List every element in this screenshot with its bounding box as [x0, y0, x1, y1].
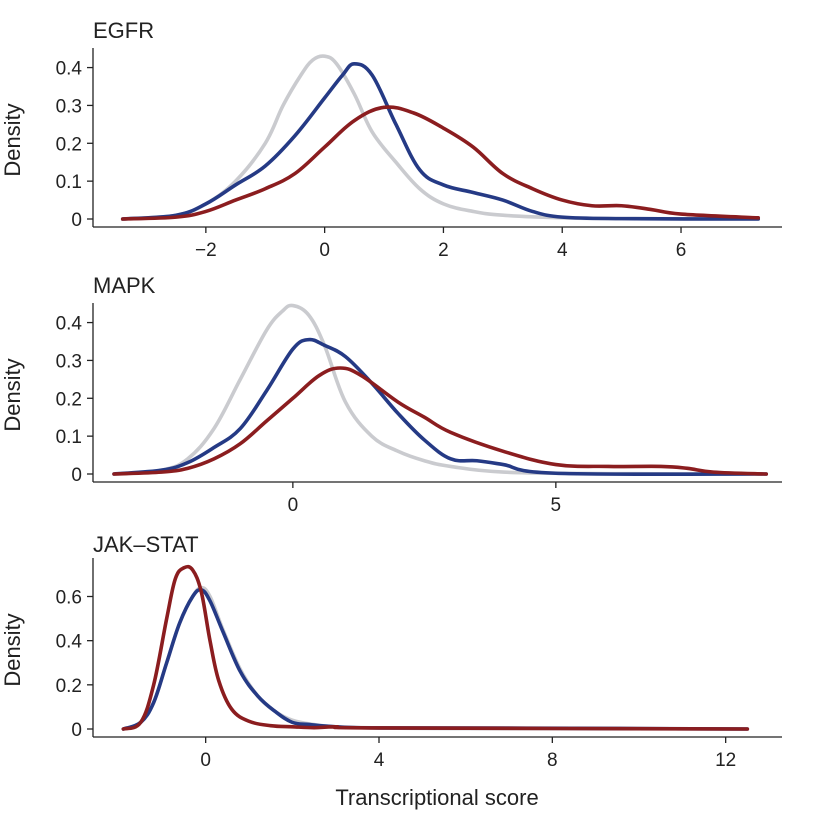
x-tick-label-jak-stat: 0 — [200, 750, 211, 771]
density-curve-blue-egfr — [123, 64, 759, 219]
y-tick-label-egfr: 0.1 — [56, 172, 82, 193]
density-curve-grey-jak-stat — [123, 588, 747, 729]
y-tick-label-egfr: 0.2 — [56, 134, 82, 155]
density-chart-svg: EGFR Density MAPK Density JAK–STAT Densi… — [0, 0, 815, 813]
y-axis-title-egfr: Density — [0, 103, 25, 176]
x-tick-label-jak-stat: 8 — [547, 750, 558, 771]
density-curve-red-jak-stat — [123, 567, 747, 729]
density-curve-red-mapk — [114, 368, 766, 474]
x-tick-label-jak-stat: 4 — [374, 750, 385, 771]
density-curve-blue-mapk — [114, 340, 766, 475]
x-tick-label-mapk: 5 — [551, 495, 562, 516]
y-tick-label-egfr: 0 — [71, 210, 82, 231]
y-tick-label-jak-stat: 0.6 — [56, 588, 82, 609]
x-tick-label-egfr: 4 — [557, 240, 568, 261]
panel-title-egfr: EGFR — [93, 18, 154, 43]
x-tick-label-mapk: 0 — [288, 495, 299, 516]
y-tick-label-mapk: 0.2 — [56, 389, 82, 410]
plot-area-egfr: 0 0.1 0.2 0.3 0.4 −2 0 2 4 6 — [56, 48, 782, 261]
plot-area-jak-stat: 0 0.2 0.4 0.6 0 4 8 12 — [56, 558, 782, 771]
y-axis-title-jak-stat: Density — [0, 613, 25, 686]
x-tick-label-egfr: −2 — [195, 240, 217, 261]
plot-area-mapk: 0 0.1 0.2 0.3 0.4 0 5 — [56, 303, 782, 516]
x-tick-label-egfr: 6 — [676, 240, 687, 261]
x-tick-label-jak-stat: 12 — [715, 750, 736, 771]
panel-title-mapk: MAPK — [93, 273, 156, 298]
y-tick-label-mapk: 0.3 — [56, 351, 82, 372]
x-tick-label-egfr: 0 — [319, 240, 330, 261]
y-tick-label-mapk: 0 — [71, 465, 82, 486]
y-tick-label-mapk: 0.4 — [56, 314, 83, 335]
y-tick-label-egfr: 0.3 — [56, 96, 82, 117]
y-tick-label-jak-stat: 0 — [71, 720, 82, 741]
density-figure: EGFR Density MAPK Density JAK–STAT Densi… — [0, 0, 815, 813]
y-tick-label-jak-stat: 0.4 — [56, 632, 83, 653]
y-axis-title-mapk: Density — [0, 358, 25, 431]
y-tick-label-mapk: 0.1 — [56, 427, 82, 448]
x-axis-title: Transcriptional score — [335, 785, 538, 810]
y-tick-label-jak-stat: 0.2 — [56, 676, 82, 697]
x-tick-label-egfr: 2 — [438, 240, 449, 261]
panel-title-jak-stat: JAK–STAT — [93, 532, 199, 557]
y-tick-label-egfr: 0.4 — [56, 59, 83, 80]
